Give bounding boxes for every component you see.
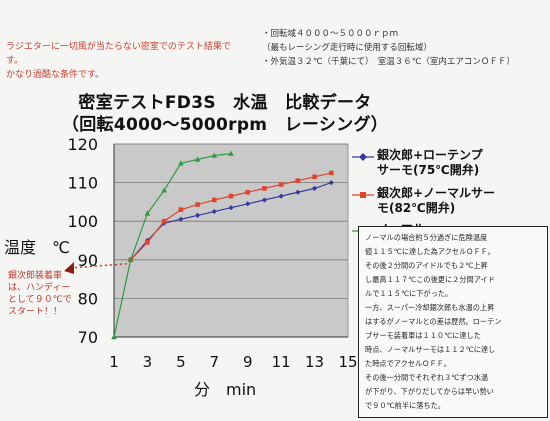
data-point xyxy=(194,212,201,219)
x-tick-label: 7 xyxy=(210,353,220,371)
box-line: プサーモ装着車は１１０℃に達した xyxy=(365,331,481,340)
box-line: し最高１１７℃この後更に２分間アイド xyxy=(365,275,495,284)
side-note-line: 銀次郎装着車 xyxy=(8,271,63,281)
y-tick-label: 80 xyxy=(78,289,98,308)
data-point xyxy=(311,185,318,191)
top-right-note-line: （最もレーシング走行時に使用する回転域） xyxy=(262,43,432,53)
x-tick-label: 3 xyxy=(143,353,153,371)
x-tick-label: 5 xyxy=(176,353,186,371)
data-point xyxy=(144,210,151,216)
data-point xyxy=(328,180,334,186)
data-point xyxy=(178,207,184,212)
x-tick-label: 11 xyxy=(272,353,291,371)
legend-item: 銀次郎+ローテンプ サーモ(75℃開弁) xyxy=(352,148,522,182)
explanation-box: ノーマルの場合約５分過ぎに危険温度 値１１５℃に達した為アクセルＯＦＦ。 その後… xyxy=(358,226,548,418)
data-point xyxy=(195,202,200,207)
data-point xyxy=(194,156,201,162)
y-tick-label: 110 xyxy=(67,174,98,193)
chart-subtitle: （回転4000～5000rpm レーシング） xyxy=(61,115,389,135)
data-point xyxy=(312,174,317,180)
legend-label: 銀次郎+ノーマルサー モ(82℃開弁) xyxy=(377,186,495,216)
data-point xyxy=(245,189,251,195)
y-tick-label: 90 xyxy=(78,251,98,270)
legend-swatch xyxy=(352,192,374,198)
data-point xyxy=(211,208,217,215)
box-line: ルで１１５℃に下がった。 xyxy=(365,289,453,298)
legend-label-line: モ(82℃開弁) xyxy=(377,201,456,215)
data-point xyxy=(211,197,217,203)
legend-item: 銀次郎+ノーマルサー モ(82℃開弁) xyxy=(352,186,522,220)
legend-label-line: サーモ(75℃開弁) xyxy=(377,163,480,177)
x-tick-label: 9 xyxy=(243,353,253,371)
box-line: た時点でアクセルＯＦＦ。 xyxy=(365,359,451,368)
side-note-line: は、ハンディー xyxy=(8,283,71,293)
y-axis-label: 温度 ℃ xyxy=(4,238,70,257)
data-point xyxy=(178,160,184,166)
side-note-line: スタート！！ xyxy=(8,307,63,317)
series-line xyxy=(113,153,232,338)
top-left-note: ラジエターに一切風が当たらない密室でのテスト結果です。 かなり過酷な条件です。 xyxy=(6,40,236,82)
side-note-line: として９０℃で xyxy=(8,295,72,305)
box-line: その後２分間のアイドルでも２℃上昇 xyxy=(365,261,488,270)
top-right-note-line: ・回転域４０００～５０００ｒｐｍ xyxy=(262,29,399,39)
top-right-note-line: ・外気温３２℃（千葉にて） 室温３６℃（室内エアコンＯＦＦ） xyxy=(262,57,515,67)
top-left-note-line: ラジエターに一切風が当たらない密室でのテスト結果です。 xyxy=(6,42,231,66)
box-line: 時点、ノーマルサーモは１１２℃に達し xyxy=(365,345,496,354)
data-point xyxy=(211,152,218,158)
x-tick-label: 15 xyxy=(338,353,357,371)
data-point xyxy=(295,189,301,195)
legend-swatch xyxy=(352,153,374,161)
data-point xyxy=(127,256,134,262)
x-axis-label: 分 min xyxy=(194,380,257,399)
legend-label-line: 銀次郎+ローテンプ xyxy=(377,148,483,162)
data-point xyxy=(111,334,117,340)
y-tick-label: 120 xyxy=(67,135,98,154)
data-point xyxy=(228,205,234,211)
top-left-note-line: かなり過酷な条件です。 xyxy=(6,70,105,80)
data-point xyxy=(245,201,251,207)
box-line: が下がり、下がりだしてからは早い勢い xyxy=(365,387,494,396)
y-tick-label: 100 xyxy=(67,212,98,231)
data-point xyxy=(262,186,267,191)
data-point xyxy=(228,150,234,156)
x-tick-label: 13 xyxy=(305,353,324,371)
data-point xyxy=(228,193,234,199)
data-point xyxy=(328,170,334,176)
annotation-arrowhead xyxy=(64,262,74,274)
box-line: その後一分間でそれぞれ３℃ずつ水温 xyxy=(365,373,489,382)
data-point xyxy=(278,193,284,199)
box-line: で９０℃前半に落ちた。 xyxy=(365,401,445,410)
x-tick-label: 1 xyxy=(109,353,119,371)
side-note: 銀次郎装着車 は、ハンディー として９０℃で スタート！！ xyxy=(8,270,80,318)
data-point xyxy=(161,187,167,193)
legend-label: 銀次郎+ローテンプ サーモ(75℃開弁) xyxy=(377,148,483,178)
box-line: 値１１５℃に達した為アクセルＯＦＦ。 xyxy=(365,247,495,256)
top-right-note: ・回転域４０００～５０００ｒｐｍ （最もレーシング走行時に使用する回転域） ・外… xyxy=(262,27,547,69)
data-point xyxy=(278,182,284,187)
data-point xyxy=(295,178,301,183)
data-point xyxy=(178,216,184,222)
legend-label-line: 銀次郎+ノーマルサー xyxy=(377,186,496,200)
data-point xyxy=(261,197,268,203)
box-line: ノーマルの場合約５分過ぎに危険温度 xyxy=(365,233,488,242)
data-point xyxy=(145,240,150,245)
data-point xyxy=(161,218,167,224)
plot-background xyxy=(113,143,349,338)
box-line: 一方、スーパー冷却銀次郎も水温の上昇 xyxy=(365,303,495,312)
box-line: はするがノーマルとの差は歴然。ローテン xyxy=(365,317,502,326)
chart-title: 密室テストFD3S 水温 比較データ xyxy=(78,93,372,113)
y-tick-label: 70 xyxy=(78,328,98,347)
